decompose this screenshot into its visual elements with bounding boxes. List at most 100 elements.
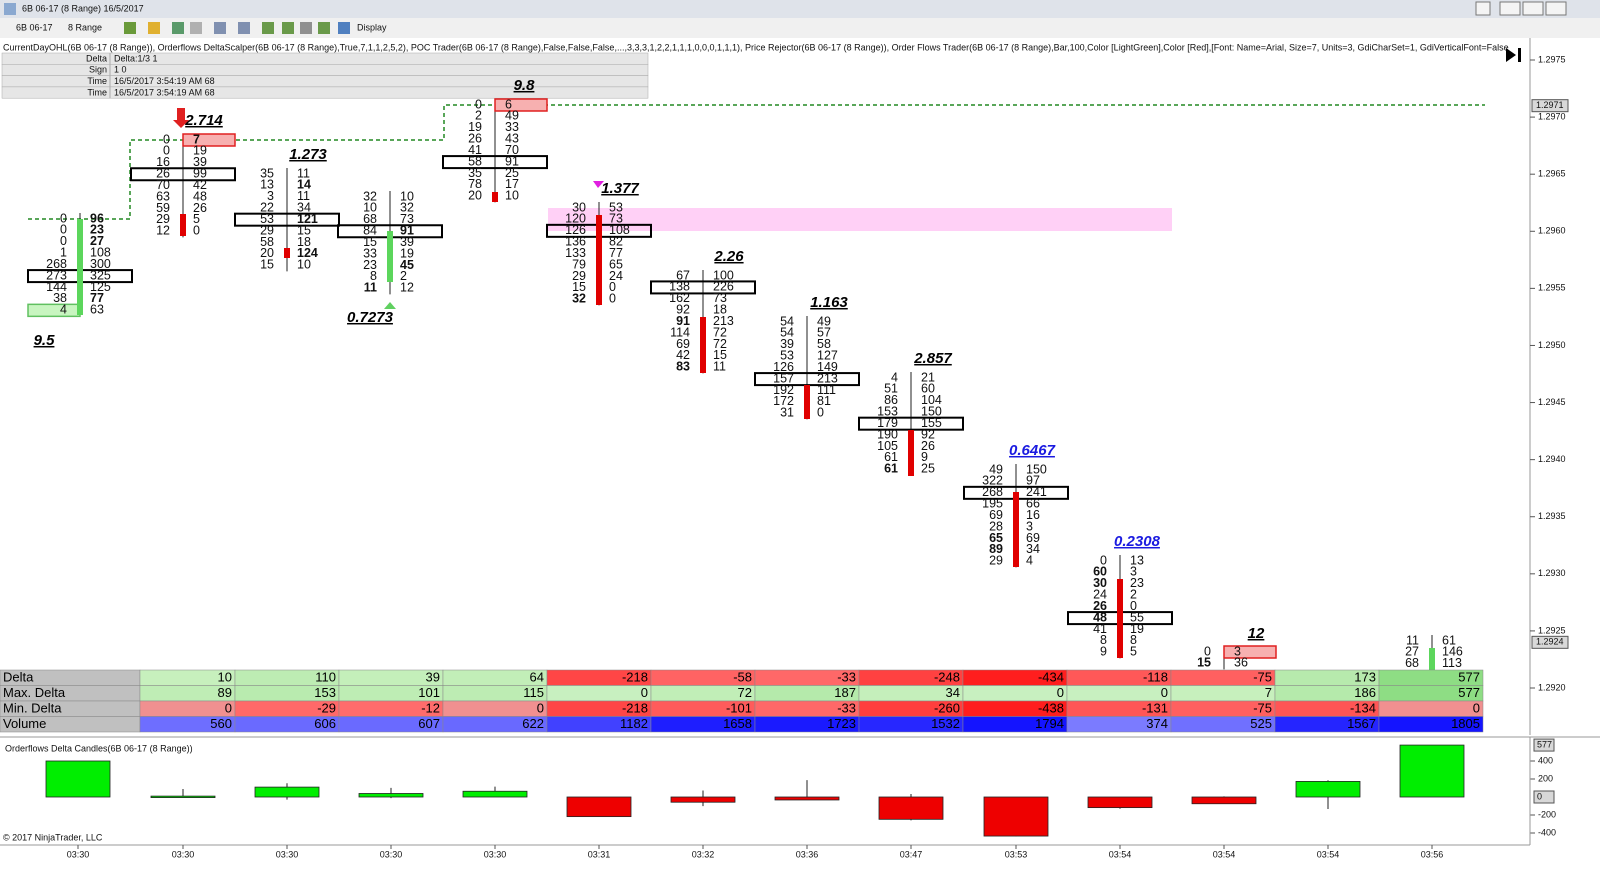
- ask-volume: 65: [609, 257, 623, 271]
- info-value: 16/5/2017 3:54:19 AM 68: [114, 87, 215, 97]
- ask-volume: 213: [713, 314, 734, 328]
- bid-volume: 53: [780, 349, 794, 363]
- stats-cell: [962, 685, 1068, 702]
- bar-label: 1.273: [289, 146, 327, 163]
- ask-volume: 39: [400, 235, 414, 249]
- window-button[interactable]: [1522, 1, 1544, 16]
- stats-value: 39: [426, 669, 440, 684]
- ask-volume: 12: [400, 281, 414, 295]
- stats-value: 101: [418, 685, 440, 700]
- ask-volume: 325: [90, 268, 111, 282]
- display-menu[interactable]: Display: [357, 22, 387, 32]
- delta-candle: [358, 793, 424, 798]
- period-menu[interactable]: 8 Range: [68, 22, 102, 32]
- bar-label: 2.714: [184, 112, 223, 129]
- bid-volume: 60: [1093, 565, 1107, 579]
- bar-label: 9.5: [34, 332, 56, 349]
- scroll-end-bar: [1518, 48, 1521, 62]
- bid-volume: 0: [60, 211, 67, 225]
- ask-volume: 8: [1130, 633, 1137, 647]
- window-button[interactable]: [1499, 1, 1521, 16]
- ask-volume: 73: [400, 212, 414, 226]
- stats-row-name: Volume: [3, 716, 46, 731]
- bid-volume: 30: [572, 200, 586, 214]
- ask-volume: 82: [609, 235, 623, 249]
- ask-volume: 6: [505, 97, 512, 111]
- ask-volume: 213: [817, 371, 838, 385]
- ask-volume: 146: [1442, 645, 1463, 659]
- ask-volume: 49: [505, 109, 519, 123]
- toolbar-icons: [124, 22, 350, 34]
- bid-volume: 126: [565, 223, 586, 237]
- bid-volume: 0: [475, 97, 482, 111]
- stats-value: -118: [1143, 669, 1168, 684]
- ask-volume: 26: [193, 201, 207, 215]
- bid-volume: 1: [60, 246, 67, 260]
- instrument-menu[interactable]: 6B 06-17: [16, 22, 53, 32]
- scroll-end[interactable]: [1506, 48, 1516, 62]
- bid-volume: 162: [669, 291, 690, 305]
- bid-volume: 19: [468, 120, 482, 134]
- bid-volume: 105: [877, 439, 898, 453]
- stats-value: -438: [1038, 700, 1064, 715]
- ask-volume: 25: [505, 166, 519, 180]
- bid-volume: 83: [676, 360, 690, 374]
- ask-volume: 11: [713, 360, 726, 374]
- stats-table: Delta 10 110 39 64 -218 -58 -33 -248 -434 -118 -75 1…: [0, 669, 1484, 733]
- stats-value: 72: [738, 685, 752, 700]
- window-button[interactable]: [1545, 1, 1567, 16]
- bid-volume: 39: [780, 337, 794, 351]
- bar-body: [700, 317, 706, 373]
- delta-marker-label: 577: [1537, 739, 1552, 749]
- time-label: 03:54: [1317, 849, 1340, 859]
- ask-volume: 19: [400, 246, 414, 260]
- ask-volume: 241: [1026, 485, 1047, 499]
- panel-title: Orderflows Delta Candles(6B 06-17 (8 Ran…: [5, 743, 193, 753]
- bid-volume: 41: [1093, 622, 1107, 636]
- bar-label: 2.26: [713, 248, 744, 265]
- ask-volume: 42: [193, 178, 207, 192]
- stats-value: 525: [1250, 716, 1272, 731]
- price-tick-label: 1.2965: [1538, 169, 1566, 179]
- bid-volume: 54: [780, 314, 794, 328]
- bar-label: 1.377: [601, 180, 639, 197]
- time-label: 03:30: [276, 849, 299, 859]
- stats-value: 1658: [723, 716, 752, 731]
- window-button[interactable]: [1475, 1, 1491, 16]
- bid-volume: 8: [370, 269, 377, 283]
- stats-value: -75: [1253, 700, 1272, 715]
- stats-value: -101: [726, 700, 752, 715]
- time-label: 03:30: [380, 849, 403, 859]
- bid-volume: 22: [260, 201, 274, 215]
- imbalance-box: [494, 98, 548, 112]
- time-label: 03:30: [484, 849, 507, 859]
- stats-value: -131: [1142, 700, 1168, 715]
- time-axis: 03:30 03:30 03:30 03:30 03:30 03:31 03:32 03:36…: [67, 845, 1443, 859]
- delta-tick-label: -200: [1538, 809, 1556, 819]
- ask-volume: 226: [713, 280, 734, 294]
- bid-volume: 48: [1093, 610, 1107, 624]
- stats-value: 0: [537, 700, 544, 715]
- bid-volume: 2: [475, 109, 482, 123]
- ask-volume: 57: [817, 326, 831, 340]
- ask-volume: 15: [297, 223, 311, 237]
- stats-value: 0: [225, 700, 232, 715]
- ask-volume: 19: [193, 144, 207, 158]
- bid-volume: 15: [363, 235, 377, 249]
- copyright: © 2017 NinjaTrader, LLC: [3, 832, 103, 842]
- bid-volume: 41: [468, 143, 482, 157]
- stats-cell: [1378, 716, 1484, 733]
- ask-volume: 23: [90, 223, 104, 237]
- ask-volume: 36: [1234, 656, 1248, 670]
- delta-candle: [774, 796, 840, 801]
- stats-cell: [442, 700, 548, 717]
- ask-volume: 4: [1026, 554, 1033, 568]
- delta-tick-label: 200: [1538, 773, 1553, 783]
- bid-volume: 53: [260, 212, 274, 226]
- stats-cell: [546, 685, 652, 702]
- stats-cell: [1066, 685, 1172, 702]
- ask-volume: 127: [817, 349, 838, 363]
- delta-marker: [1533, 790, 1555, 804]
- ask-volume: 63: [90, 303, 104, 317]
- bid-volume: 4: [60, 303, 67, 317]
